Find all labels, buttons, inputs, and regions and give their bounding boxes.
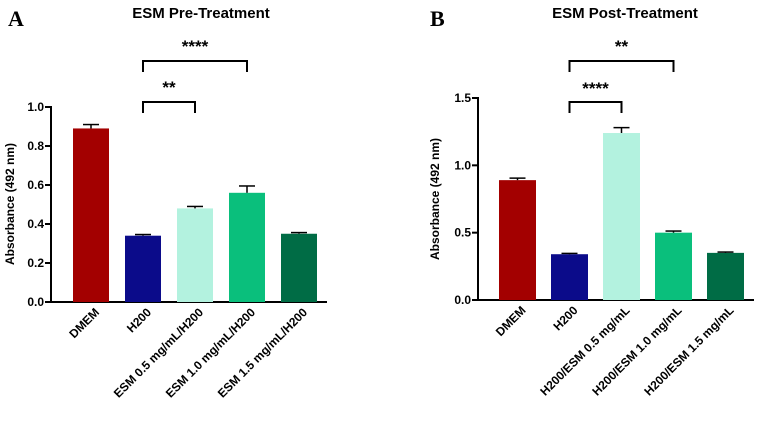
x-tick-label: DMEM	[493, 303, 529, 339]
bar	[655, 232, 692, 300]
y-tick-label: 1.5	[454, 91, 471, 105]
significance-label: **	[615, 37, 629, 56]
bar	[177, 208, 213, 302]
bar	[603, 133, 640, 300]
x-tick-label: H200/ESM 0.5 mg/mL	[537, 303, 632, 398]
y-tick-label: 1.0	[454, 158, 471, 172]
panel-b: B ESM Post-Treatment Absorbance (492 nm)…	[428, 5, 754, 398]
bar	[499, 180, 536, 300]
panel-a: A ESM Pre-Treatment Absorbance (492 nm) …	[3, 5, 327, 400]
significance-bracket	[568, 101, 623, 113]
y-tick-label: 0.0	[27, 295, 44, 309]
x-tick-label: H200	[550, 303, 580, 333]
bar	[707, 252, 744, 300]
significance-bracket	[568, 60, 675, 72]
significance-bracket	[142, 60, 248, 72]
bar	[281, 233, 317, 302]
chart-title: ESM Pre-Treatment	[132, 5, 270, 22]
x-tick-label: H200	[124, 305, 154, 335]
x-tick-label: ESM 0.5 mg/mL/H200	[111, 305, 206, 400]
y-tick-label: 1.0	[27, 100, 44, 114]
y-tick-label: 0.2	[27, 256, 44, 270]
y-tick-label: 0.6	[27, 178, 44, 192]
chart-title: ESM Post-Treatment	[552, 5, 698, 22]
panel-letter: B	[430, 6, 445, 31]
y-tick-label: 0.5	[454, 226, 471, 240]
y-axis-label: Absorbance (492 nm)	[428, 138, 442, 260]
y-tick-label: 0.8	[27, 139, 44, 153]
significance-label: ****	[582, 79, 609, 98]
y-tick-label: 0.0	[454, 293, 471, 307]
x-tick-label: H200/ESM 1.5 mg/mL	[641, 303, 736, 398]
x-tick-label: DMEM	[66, 305, 102, 341]
significance-label: ****	[182, 37, 209, 56]
bar	[73, 128, 109, 302]
x-tick-label: ESM 1.5 mg/mL/H200	[215, 305, 310, 400]
panel-letter: A	[8, 6, 24, 31]
significance-bracket	[142, 101, 196, 113]
bar	[551, 254, 588, 300]
significance-label: **	[162, 78, 176, 97]
bar	[125, 235, 161, 302]
x-tick-label: ESM 1.0 mg/mL/H200	[163, 305, 258, 400]
bar	[229, 192, 265, 302]
y-tick-label: 0.4	[27, 217, 44, 231]
y-axis-label: Absorbance (492 nm)	[3, 143, 17, 265]
x-tick-label: H200/ESM 1.0 mg/mL	[589, 303, 684, 398]
